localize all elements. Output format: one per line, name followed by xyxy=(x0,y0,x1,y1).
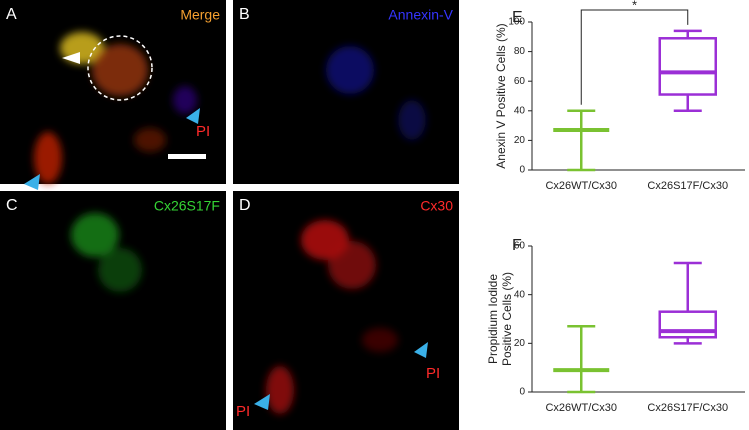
pi-label: PI xyxy=(196,123,210,140)
cells xyxy=(34,32,426,414)
significance-bracket xyxy=(580,9,689,105)
y-tick-label: 40 xyxy=(514,289,526,300)
arrowhead xyxy=(414,342,428,358)
panel-letter: F xyxy=(512,237,522,254)
pi-label: PI xyxy=(236,403,250,420)
y-tick-label: 100 xyxy=(508,17,525,28)
highlight-circle xyxy=(87,35,153,101)
panel-letter: E xyxy=(512,9,523,26)
y-tick-label: 20 xyxy=(514,338,526,349)
channel-label: Cx26S17F xyxy=(154,198,220,214)
panel-letter: D xyxy=(239,197,251,214)
y-tick-label: 20 xyxy=(514,135,526,146)
arrowhead xyxy=(186,108,200,124)
pi-label: PI xyxy=(426,365,440,382)
channel-label: Merge xyxy=(180,7,220,23)
significance-label: * xyxy=(632,0,637,12)
scale-bar xyxy=(168,154,206,159)
arrowhead xyxy=(24,174,40,190)
y-axis-label: Anexin V Positive Cells (%) xyxy=(494,23,508,168)
x-tick-label: Cx26WT/Cx30 xyxy=(545,180,617,192)
box xyxy=(658,37,717,96)
y-tick-label: 80 xyxy=(514,46,526,57)
arrowhead xyxy=(254,394,270,410)
y-axis-label: Propidium Iodide xyxy=(486,274,500,364)
x-tick-label: Cx26WT/Cx30 xyxy=(545,402,617,414)
box xyxy=(658,310,717,339)
channel-label: Annexin-V xyxy=(388,7,453,23)
panel-letter: C xyxy=(6,197,18,214)
x-tick-label: Cx26S17F/Cx30 xyxy=(647,180,728,192)
y-tick-label: 0 xyxy=(519,387,525,398)
arrowhead xyxy=(62,52,80,64)
channel-label: Cx30 xyxy=(420,198,453,214)
panel-letter: A xyxy=(6,6,17,23)
y-tick-label: 0 xyxy=(519,165,525,176)
panel-letter: B xyxy=(239,6,250,23)
y-axis-label: Positive Cells (%) xyxy=(500,272,514,366)
y-tick-label: 60 xyxy=(514,241,526,252)
y-tick-label: 40 xyxy=(514,105,526,116)
y-tick-label: 60 xyxy=(514,76,526,87)
x-tick-label: Cx26S17F/Cx30 xyxy=(647,402,728,414)
